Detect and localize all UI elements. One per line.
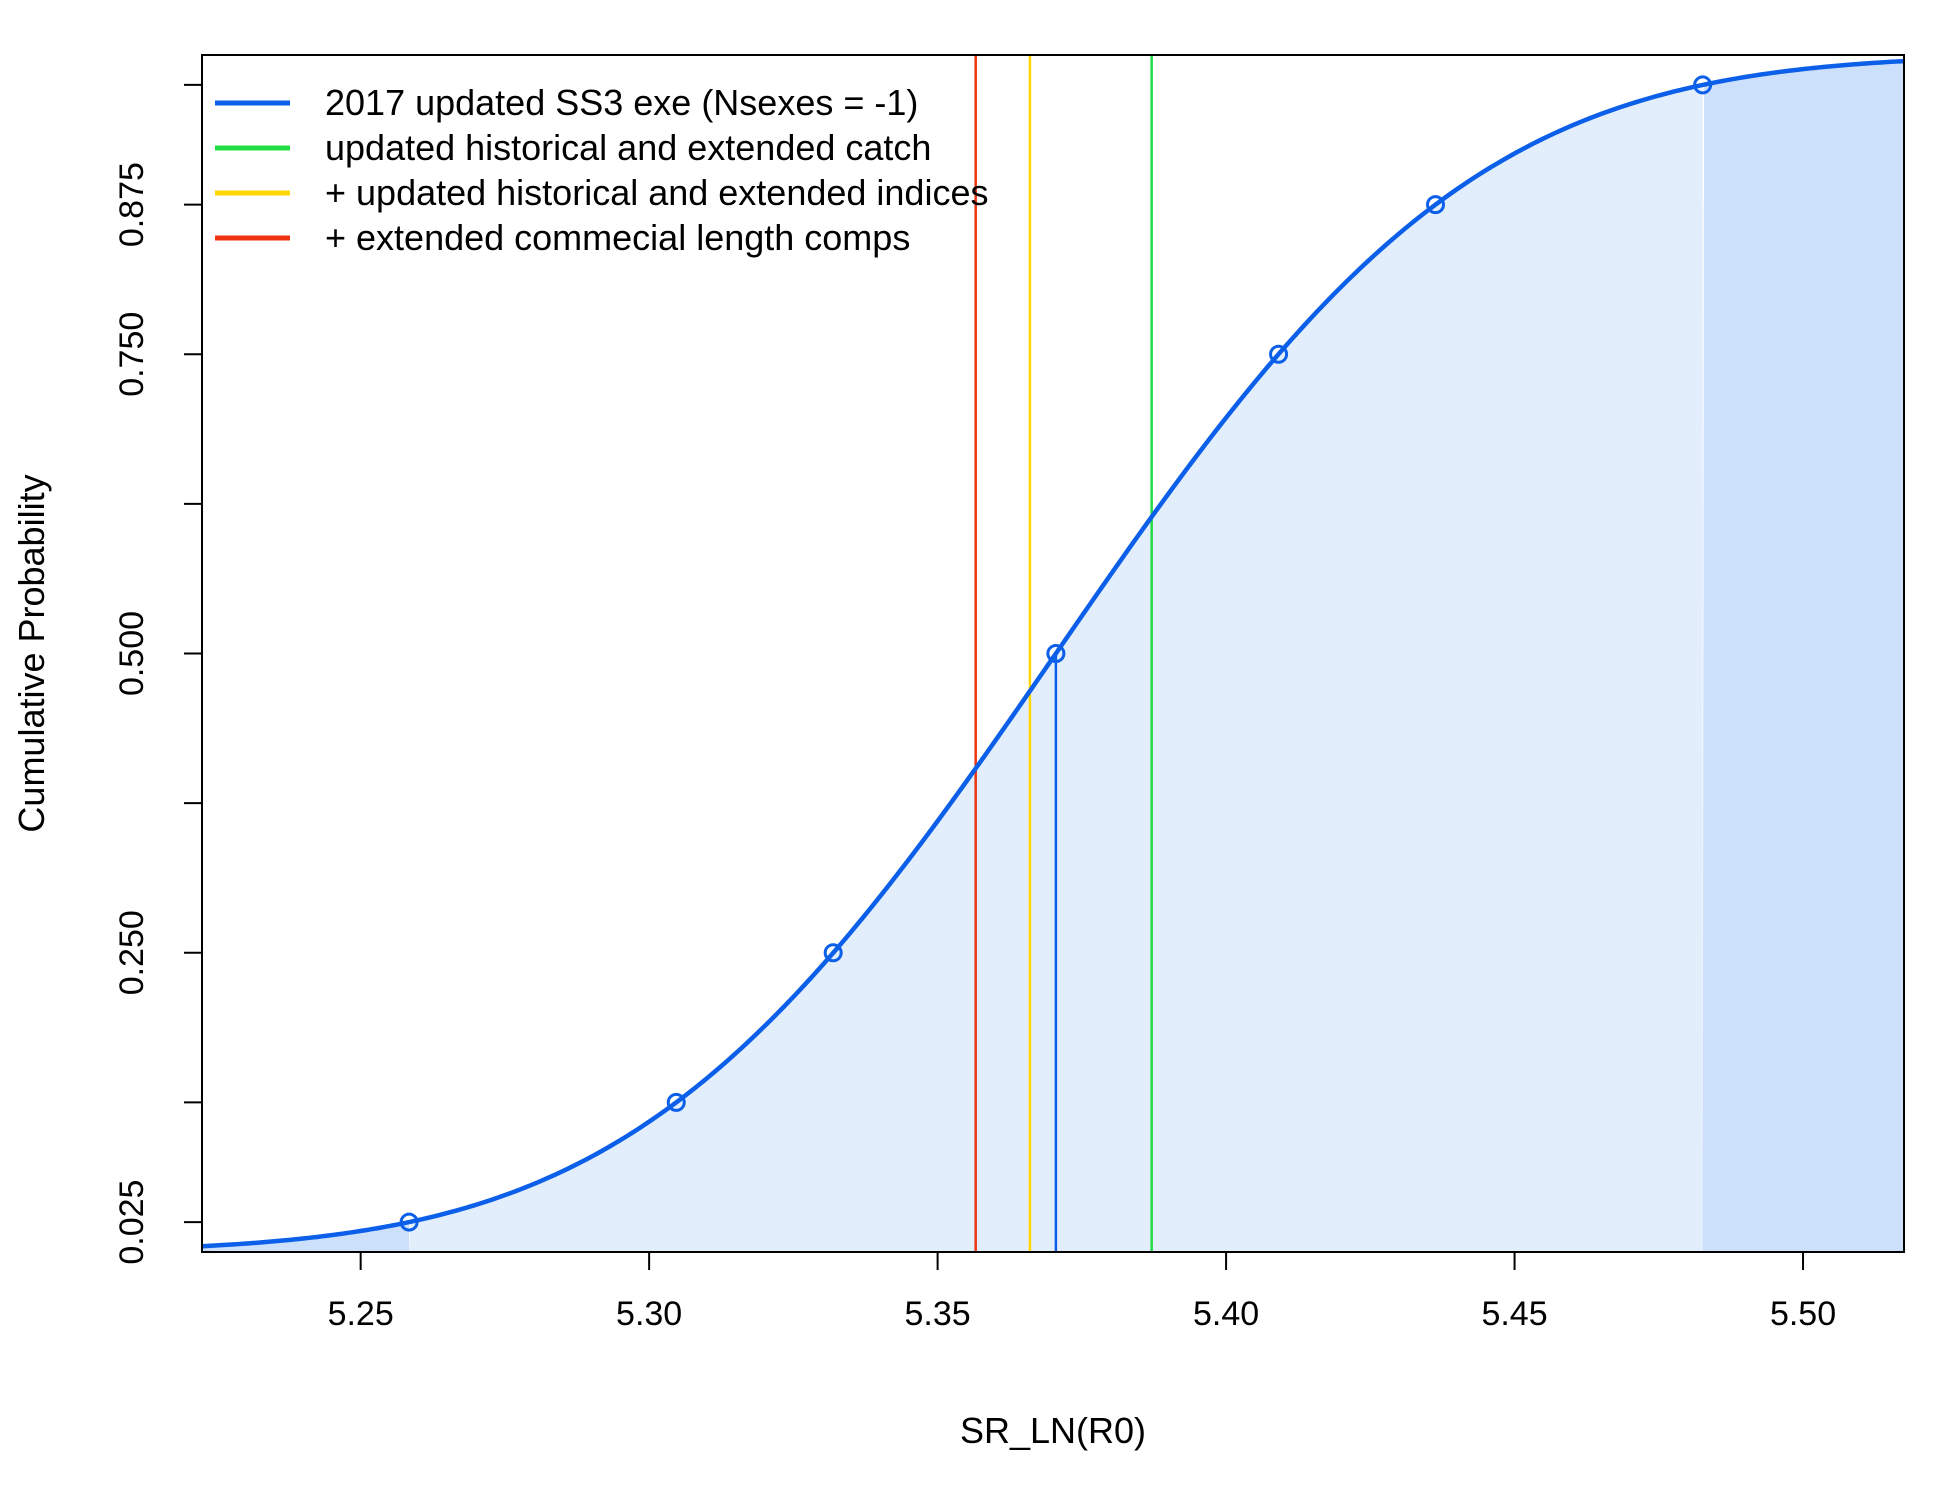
quantile-point-3: [823, 943, 843, 963]
y-tick-label-3: 0.250: [113, 910, 151, 995]
y-tick-label-1: 0.025: [113, 1180, 151, 1265]
reference-lines: [974, 55, 1153, 1252]
cdf-curve: [201, 58, 1905, 1249]
y-axis: 0.025 0.250 0.500 0.750 0.875: [113, 83, 202, 1265]
cdf-curve-group: [201, 58, 1905, 1252]
quantile-point-1: [399, 1212, 419, 1232]
y-tick-label-7: 0.750: [113, 312, 151, 397]
quantile-point-6: [1426, 195, 1446, 215]
y-axis-title: Cumulative Probability: [11, 474, 52, 832]
legend-label-4: + extended commecial length comps: [325, 217, 910, 258]
x-tick-label-2: 5.30: [616, 1295, 682, 1333]
x-tick-label-1: 5.25: [328, 1295, 394, 1333]
x-axis: 5.25 5.30 5.35 5.40 5.45 5.50: [328, 1252, 1836, 1333]
quantile-points: [399, 75, 1713, 1232]
legend-label-3: + updated historical and extended indice…: [325, 172, 988, 213]
x-tick-label-6: 5.50: [1770, 1295, 1836, 1333]
y-tick-label-5: 0.500: [113, 611, 151, 696]
upper-tail-fill: [1702, 61, 1904, 1253]
quantile-point-5: [1269, 344, 1289, 364]
quantile-point-2: [666, 1092, 686, 1112]
quantile-point-7: [1693, 75, 1713, 95]
x-axis-title: SR_LN(R0): [960, 1410, 1146, 1451]
legend-label-1: 2017 updated SS3 exe (Nsexes = -1): [325, 82, 918, 123]
y-tick-label-8: 0.875: [113, 162, 151, 247]
legend: 2017 updated SS3 exe (Nsexes = -1)update…: [215, 82, 988, 258]
x-tick-label-3: 5.35: [905, 1295, 971, 1333]
x-tick-label-5: 5.45: [1481, 1295, 1547, 1333]
legend-label-2: updated historical and extended catch: [325, 127, 931, 168]
quantile-point-4: [1046, 644, 1066, 663]
x-tick-label-4: 5.40: [1193, 1295, 1259, 1333]
